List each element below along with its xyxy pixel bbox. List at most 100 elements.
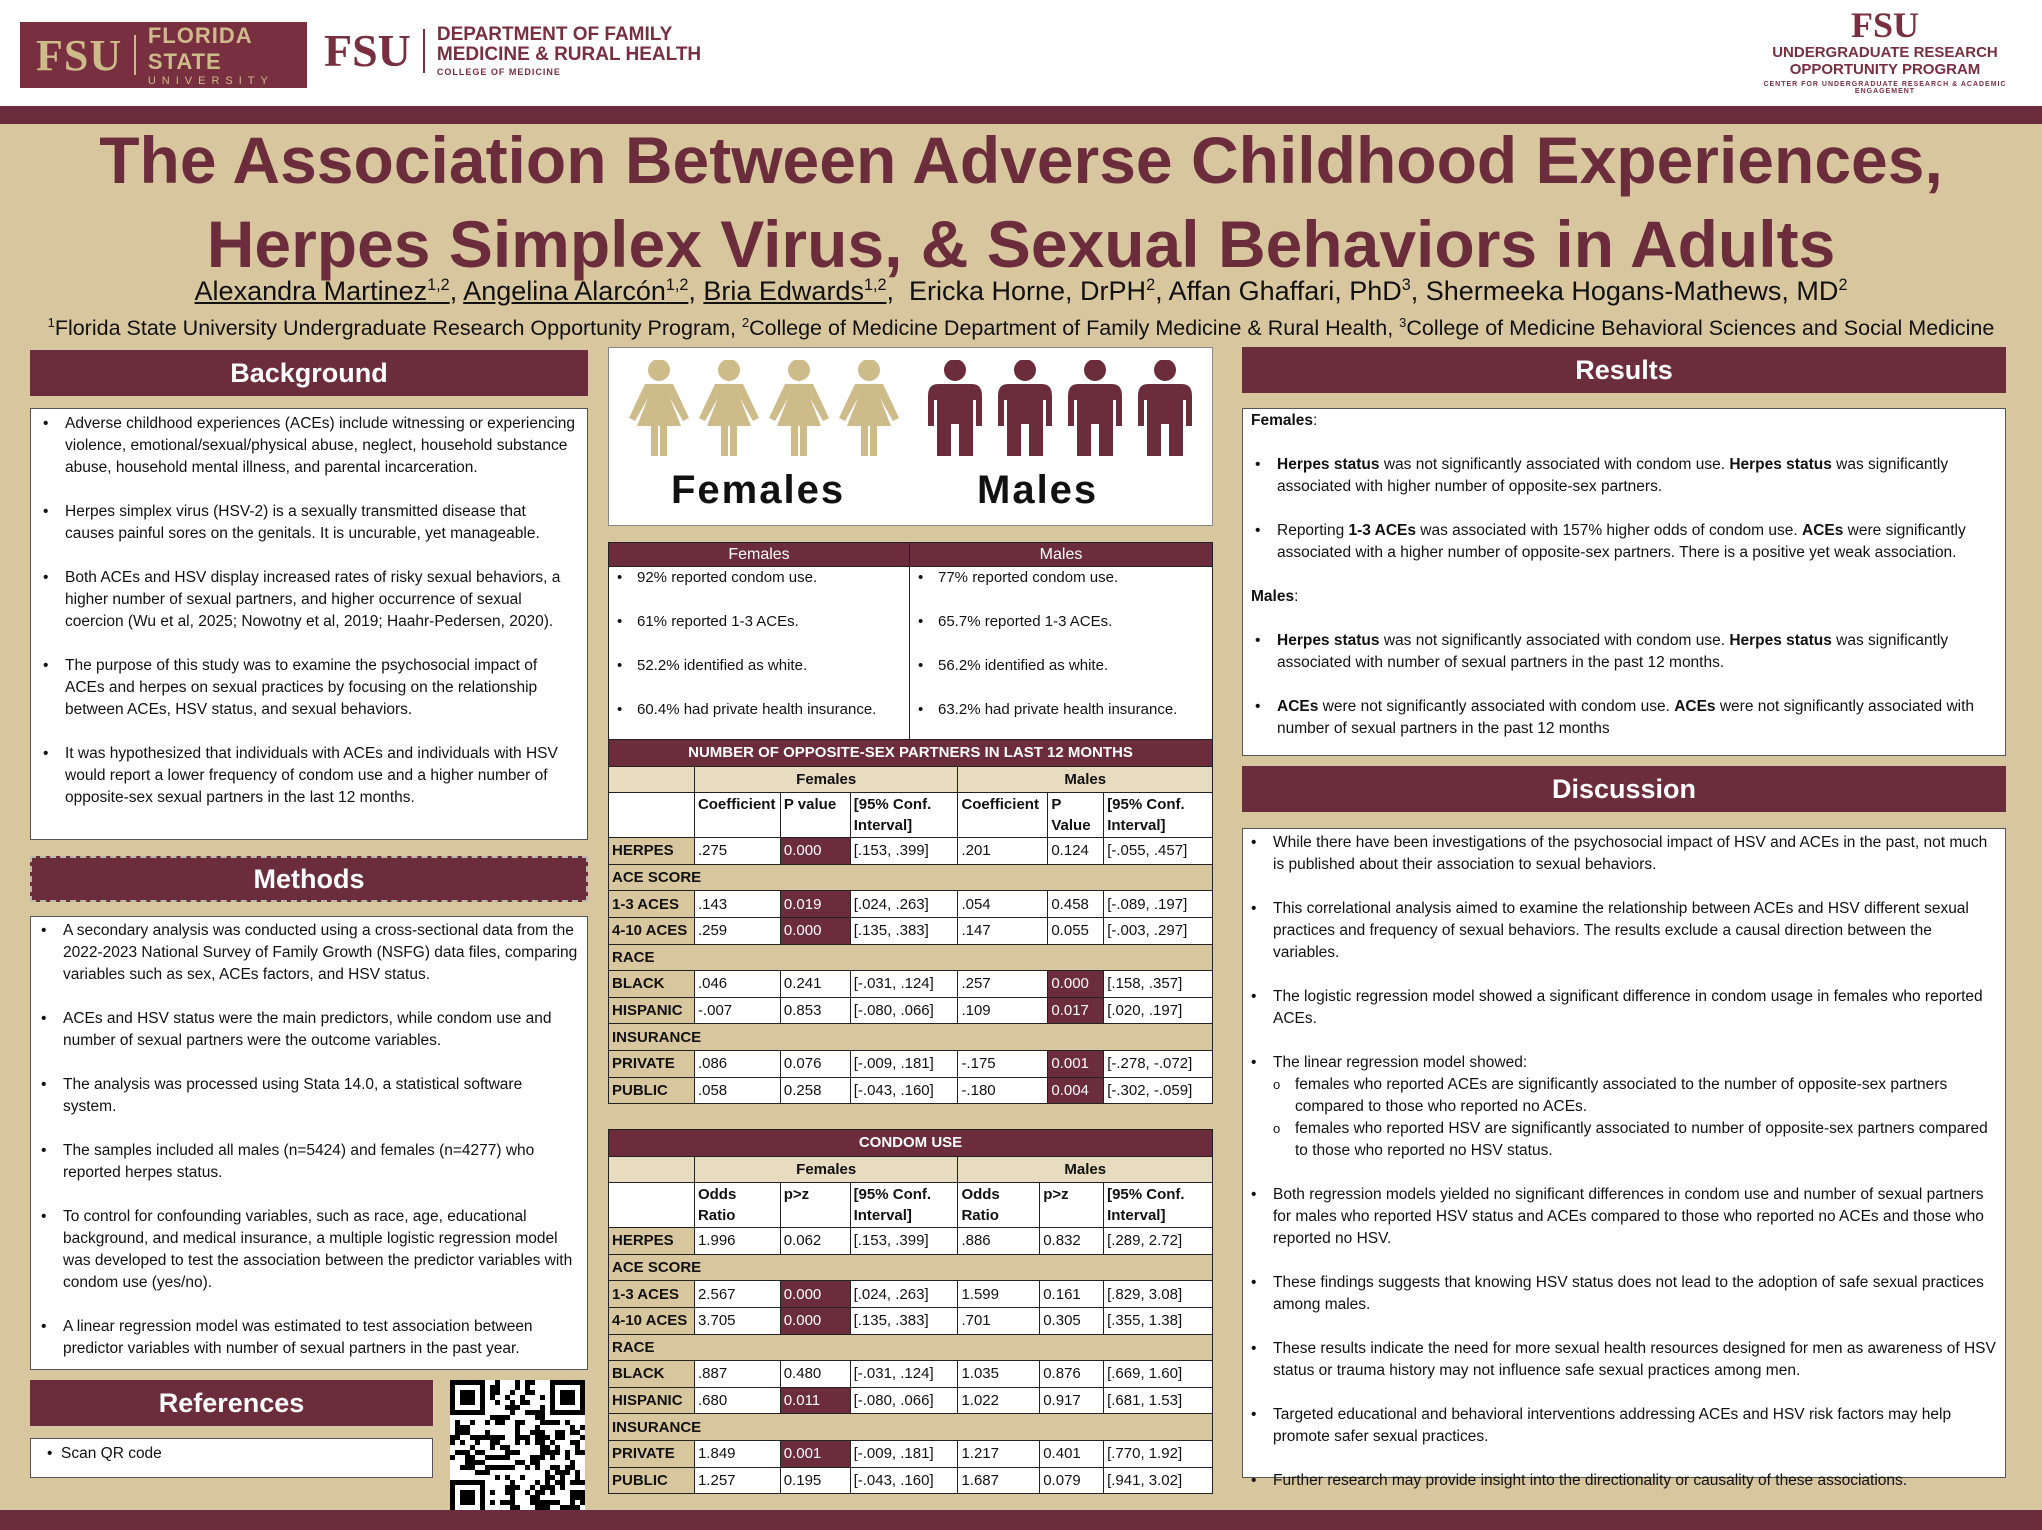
table-text: 4-10 ACES xyxy=(612,1312,688,1330)
table-group-males: Males xyxy=(957,1155,1213,1184)
table-text: .058 xyxy=(697,1081,728,1099)
author-affiliation-mark: 1,2 xyxy=(427,276,450,294)
affiliation-mark: 2 xyxy=(741,314,750,330)
demographic-item: 63.2% had private health insurance. xyxy=(910,699,1212,743)
affiliation: College of Medicine Department of Family… xyxy=(749,316,1400,340)
table-text: 0.000 xyxy=(783,922,822,940)
author-affiliation-mark: 3 xyxy=(1401,276,1411,294)
table-text: BLACK xyxy=(612,975,665,993)
demographics-males-header: Males xyxy=(909,542,1213,567)
table-cell: 0.124 xyxy=(1047,837,1105,865)
table-text: HERPES xyxy=(612,1232,674,1250)
table-text: HISPANIC xyxy=(612,1392,683,1410)
female-person-icon xyxy=(839,360,899,456)
table-cell: .887 xyxy=(693,1360,781,1388)
methods-item: To control for confounding variables, su… xyxy=(33,1206,579,1294)
table-cell: 0.001 xyxy=(1047,1049,1105,1078)
people-icons xyxy=(629,360,1192,456)
table-text: Interval] xyxy=(853,817,913,835)
qr-code[interactable] xyxy=(450,1380,585,1515)
table-cell: 0.000 xyxy=(779,837,851,865)
table-cell: 0.853 xyxy=(779,996,851,1025)
methods-box: A secondary analysis was conducted using… xyxy=(30,916,588,1370)
table-row: 1-3 ACES 2.567 0.000 [.024, .263] 1.599 0.161… xyxy=(608,1280,1213,1308)
demographic-item: 52.2% identified as white. xyxy=(609,655,909,699)
title-line-2: Herpes Simplex Virus, & Sexual Behaviors… xyxy=(206,207,1836,281)
table-cell: [.024, .263] xyxy=(849,890,959,918)
table-text: [-.302, -.059] xyxy=(1107,1081,1193,1099)
table-cell: 0.000 xyxy=(779,916,851,945)
table-text: [.289, 2.72] xyxy=(1107,1232,1183,1250)
affiliations: 1Florida State University Undergraduate … xyxy=(0,316,2042,341)
table-text: RACE xyxy=(612,948,655,966)
result-text: was associated with 157% higher odds of … xyxy=(1416,522,1803,539)
table-cell: .680 xyxy=(693,1386,781,1415)
table-row: HISPANIC -.007 0.853 [-.080, .066] .109 0.017… xyxy=(608,996,1213,1025)
table-text: .086 xyxy=(697,1055,728,1073)
table-text: Males xyxy=(1064,1160,1107,1178)
table-cell: .046 xyxy=(693,970,781,998)
bg-item: The purpose of this study was to examine… xyxy=(35,655,579,721)
table-cell: 0.000 xyxy=(779,1306,851,1335)
table-text: [.681, 1.53] xyxy=(1107,1392,1183,1410)
partners-table: NUMBER OF OPPOSITE-SEX PARTNERS IN LAST … xyxy=(608,739,1213,1105)
table-text: 0.001 xyxy=(783,1445,822,1463)
table-text: [.135, .383] xyxy=(853,1312,929,1330)
table-text: Interval] xyxy=(1107,817,1166,835)
table-text: 0.458 xyxy=(1051,895,1089,913)
row-label: HERPES xyxy=(608,837,695,865)
table-text: Interval] xyxy=(853,1207,912,1225)
references-heading: References xyxy=(30,1380,433,1426)
table-cell: 1.996 xyxy=(693,1227,781,1255)
column-header: P Value xyxy=(1047,792,1105,839)
fsu-logo-university: UNIVERSITY xyxy=(147,75,274,87)
table-text: [-.043, .160] xyxy=(853,1471,934,1489)
row-label: BLACK xyxy=(608,1360,695,1388)
table-text: [95% Conf. xyxy=(1107,796,1185,814)
table-cell: [.829, 3.08] xyxy=(1103,1280,1213,1308)
discussion-item: Both regression models yielded no signif… xyxy=(1243,1184,1997,1250)
emphasis: 1-3 ACEs xyxy=(1348,522,1416,539)
table-cell: [-.043, .160] xyxy=(849,1076,959,1105)
emphasis: Herpes status xyxy=(1277,456,1380,473)
author-affiliation-mark: 1,2 xyxy=(863,276,887,294)
table-text: P value xyxy=(783,796,837,814)
bg-item: Herpes simplex virus (HSV-2) is a sexual… xyxy=(35,501,579,545)
female-person-icon xyxy=(629,360,689,456)
result-text: was not significantly associated with co… xyxy=(1379,456,1730,473)
table-title: CONDOM USE xyxy=(608,1129,1213,1157)
column-header: [95% Conf. Interval] xyxy=(1103,1182,1213,1229)
urop-logo: FSU UNDERGRADUATE RESEARCH OPPORTUNITY P… xyxy=(1740,6,2030,95)
column-header: Odds Ratio xyxy=(957,1182,1041,1229)
table-text: BLACK xyxy=(612,1365,665,1383)
table-text: [.024, .263] xyxy=(853,1285,929,1303)
table-cell: [.135, .383] xyxy=(849,1306,959,1335)
table-text: [.941, 3.02] xyxy=(1107,1471,1183,1489)
author-affiliation-mark: 2 xyxy=(1838,276,1848,294)
background-heading: Background xyxy=(30,350,588,396)
table-corner xyxy=(608,1155,695,1184)
emphasis: ACEs xyxy=(1277,698,1319,715)
table-cell: .147 xyxy=(957,916,1049,945)
table-text: 1.599 xyxy=(961,1285,999,1303)
table-text: RACE xyxy=(612,1338,655,1356)
table-title: NUMBER OF OPPOSITE-SEX PARTNERS IN LAST … xyxy=(608,739,1213,767)
table-text: [-.055, .457] xyxy=(1107,842,1188,860)
table-cell: [-.009, .181] xyxy=(849,1439,959,1468)
table-text: 0.000 xyxy=(783,1285,822,1303)
table-text: 0.258 xyxy=(783,1081,822,1099)
table-cell: -.175 xyxy=(957,1049,1049,1078)
table-group-label: RACE xyxy=(608,1333,1213,1362)
table-row: 4-10 ACES .259 0.000 [.135, .383] .147 0.055 [… xyxy=(608,916,1213,945)
table-cell: 0.055 xyxy=(1047,916,1105,945)
fsu-logo-mark: FSU xyxy=(36,30,123,80)
results-males-label-text: Males xyxy=(1251,588,1295,605)
figure-males-label: Males xyxy=(977,468,1099,512)
table-row: BLACK .887 0.480 [-.031, .124] 1.035 0.876 [.6… xyxy=(608,1360,1213,1388)
row-label: 4-10 ACES xyxy=(608,1306,695,1335)
row-label: HISPANIC xyxy=(608,996,695,1025)
table-text: 4-10 ACES xyxy=(612,922,688,940)
table-cell: [-.302, -.059] xyxy=(1103,1076,1213,1105)
discussion-heading: Discussion xyxy=(1242,766,2006,812)
result-text: was significantly associated with number… xyxy=(1277,632,1949,671)
